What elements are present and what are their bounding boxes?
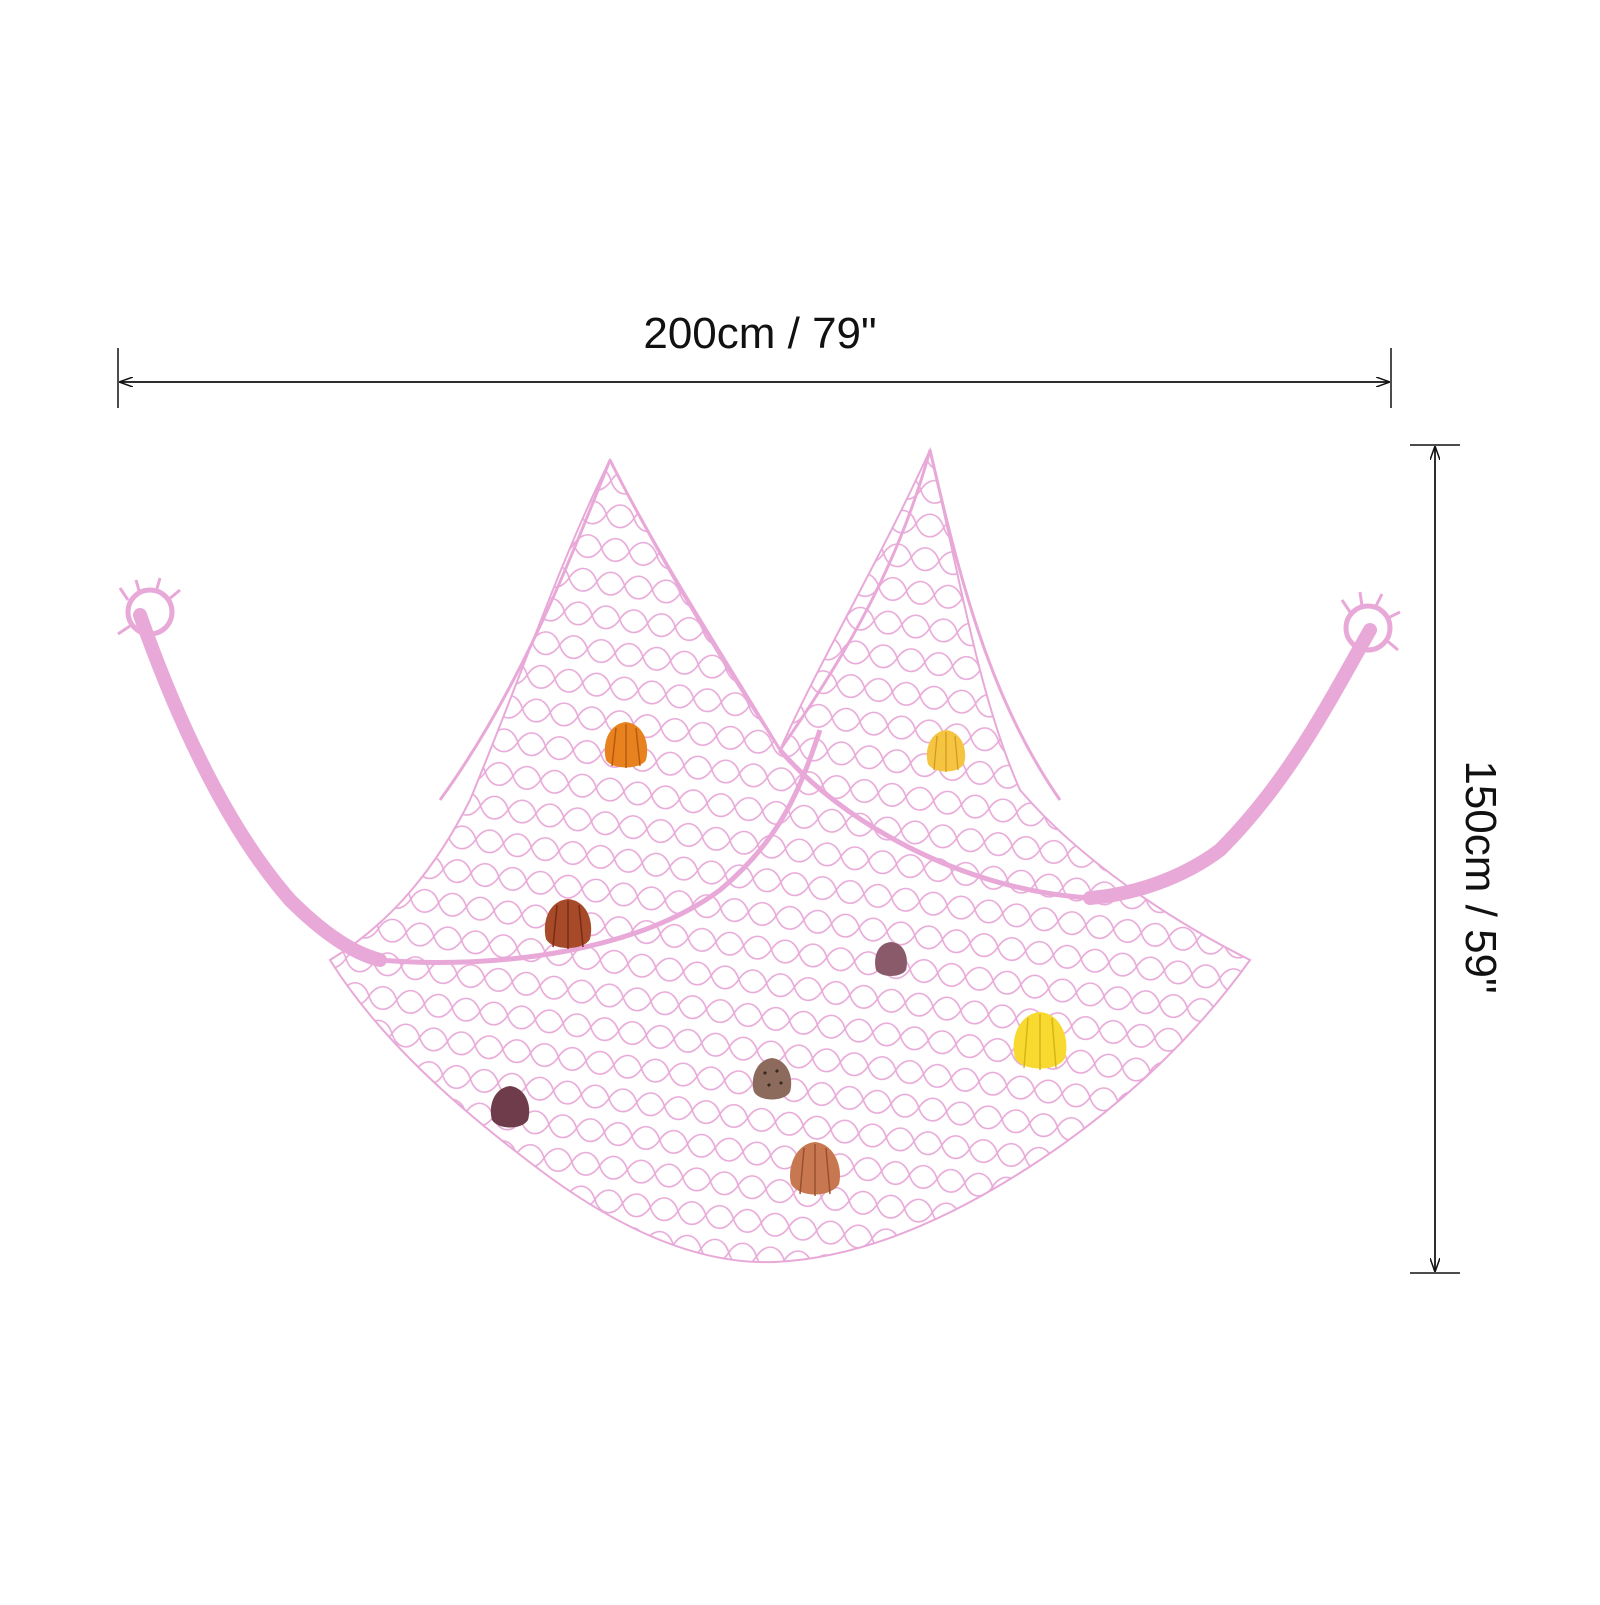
net-rope-left [133,608,387,967]
net-tassel-right [1340,591,1401,653]
net-tassel-left [117,577,181,637]
net-sweep-rope-right [778,748,1091,901]
net-mesh-area [328,446,1252,1264]
net-rope-right [1083,623,1377,905]
net-sweep-rope-left [379,729,823,965]
fishing-net [117,446,1401,1264]
height-dimension-label: 150cm / 59" [1456,760,1505,994]
shell-orange [604,722,648,768]
shell-plum [490,1086,530,1128]
width-dimension-label: 200cm / 79" [643,309,877,358]
net-peak-left [438,459,782,801]
shell-speckled [752,1058,792,1100]
shell-bright-yellow [1013,1012,1067,1070]
shell-yellow [926,730,966,772]
shell-peach [790,1142,840,1196]
seashells [490,722,1067,1196]
shell-mauve [875,942,907,976]
shell-rust [544,899,592,949]
net-peak-right [778,449,1062,801]
height-dimension [1410,444,1460,1274]
width-dimension [117,348,1392,408]
